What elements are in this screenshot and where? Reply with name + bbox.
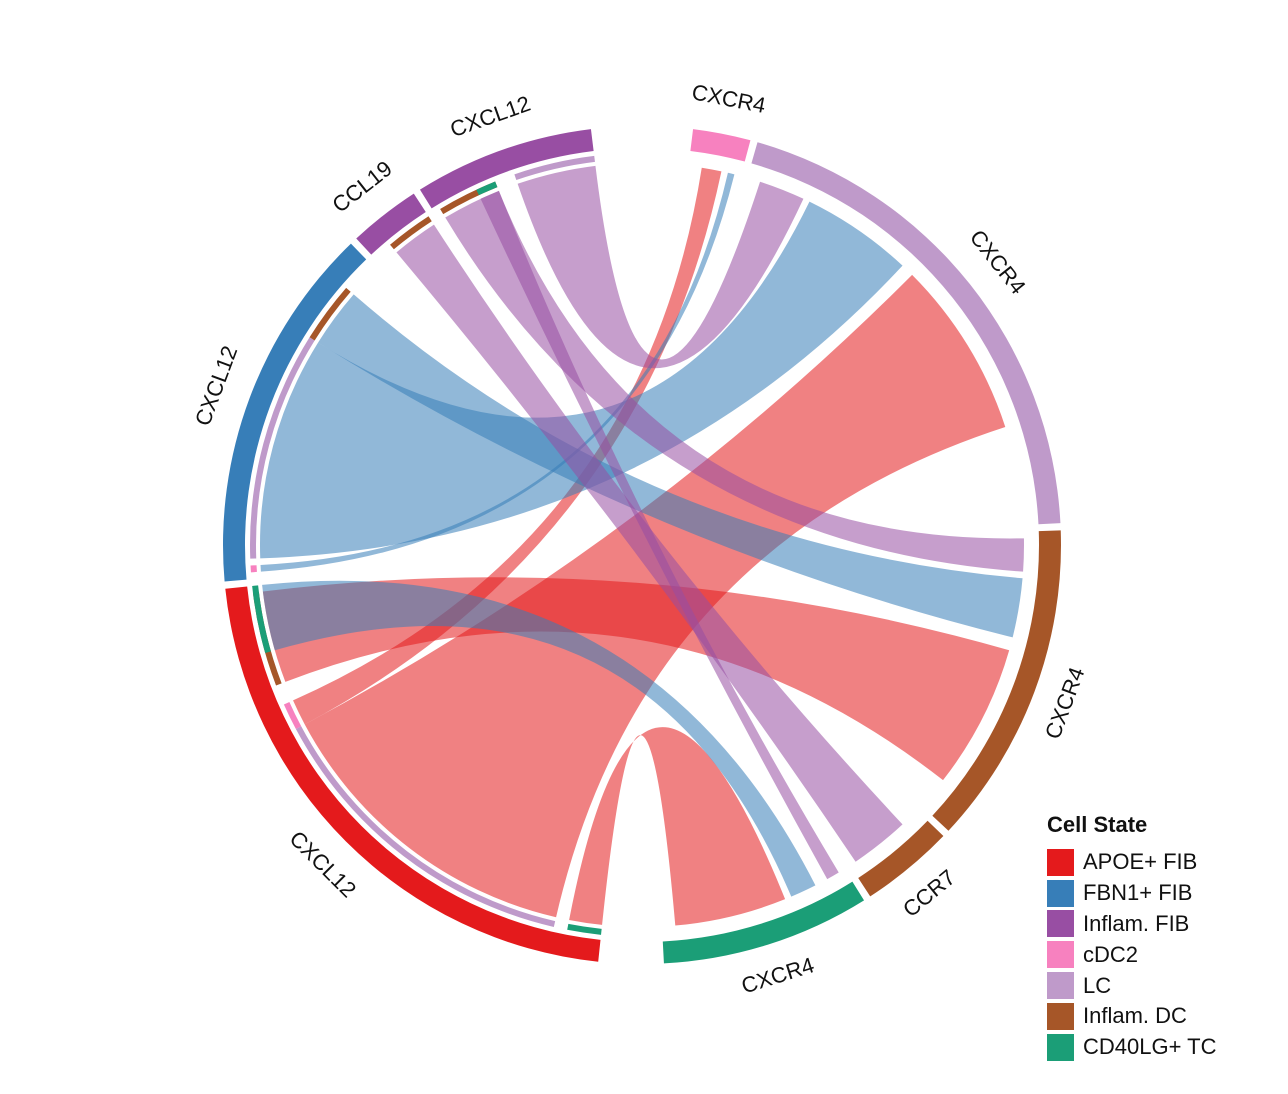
legend-swatch <box>1047 910 1074 938</box>
legend-label: Inflam. DC <box>1083 1003 1187 1029</box>
legend-swatch <box>1047 879 1074 907</box>
chord-link-4 <box>569 727 786 926</box>
legend-swatch <box>1047 848 1074 876</box>
legend-label: cDC2 <box>1083 941 1139 967</box>
legend-item: Inflam. FIB <box>1047 909 1216 940</box>
legend: Cell State APOE+ FIB FBN1+ FIB Inflam. F… <box>1047 812 1216 1063</box>
sector-arc-cdc2_cxcr4 <box>690 129 751 162</box>
legend-swatch <box>1047 1002 1074 1030</box>
sector-arc-inflamdc_cxcr4 <box>932 530 1061 831</box>
legend-label: CD40LG+ TC <box>1083 1034 1217 1060</box>
legend-item: FBN1+ FIB <box>1047 878 1216 909</box>
sector-label-inflamfib_cxcl12: CXCL12 <box>447 91 534 142</box>
sector-label-inflamdc_ccr7: CCR7 <box>898 865 960 922</box>
link-target-marker <box>250 337 315 559</box>
legend-item: LC <box>1047 970 1216 1001</box>
legend-swatch <box>1047 972 1074 1000</box>
link-target-marker <box>514 155 595 181</box>
link-target-marker <box>567 923 602 935</box>
sector-arc-cd40lg_cxcr4 <box>662 881 865 964</box>
legend-title: Cell State <box>1047 812 1148 837</box>
legend-item: cDC2 <box>1047 939 1216 970</box>
legend-label: FBN1+ FIB <box>1083 880 1193 906</box>
sector-arc-apoe_cxcl12 <box>225 586 601 962</box>
legend-item: CD40LG+ TC <box>1047 1032 1216 1063</box>
sector-label-fbn1_cxcl12: CXCL12 <box>190 342 243 429</box>
legend-label: APOE+ FIB <box>1083 849 1198 875</box>
link-target-marker <box>476 181 498 196</box>
chord-link-7 <box>318 294 1023 638</box>
link-target-marker <box>252 585 271 654</box>
sector-arc-inflamdc_ccr7 <box>858 820 944 897</box>
chord-link-12 <box>480 190 839 880</box>
sector-label-inflamfib_ccl19: CCL19 <box>327 156 396 218</box>
sector-arc-inflamfib_ccl19 <box>356 193 426 255</box>
chord-link-3 <box>262 577 1010 781</box>
link-target-marker <box>309 287 351 341</box>
legend-label: Inflam. FIB <box>1083 910 1190 936</box>
chord-link-8 <box>262 580 816 897</box>
chord-link-10 <box>517 165 804 369</box>
sector-arc-fbn1_cxcl12 <box>222 243 367 582</box>
sector-label-cdc2_cxcr4: CXCR4 <box>690 79 768 118</box>
legend-swatch <box>1047 941 1074 969</box>
link-target-marker <box>283 702 302 730</box>
chord-link-6 <box>259 201 903 559</box>
links-group <box>250 155 1024 935</box>
sector-label-cd40lg_cxcr4: CXCR4 <box>738 952 817 998</box>
legend-item: APOE+ FIB <box>1047 847 1216 878</box>
sector-label-inflamdc_cxcr4: CXCR4 <box>1040 664 1090 743</box>
legend-item: Inflam. DC <box>1047 1001 1216 1032</box>
sector-arc-inflamfib_cxcl12 <box>419 129 594 209</box>
legend-label: LC <box>1083 972 1112 998</box>
link-target-marker <box>250 565 257 573</box>
legend-swatch <box>1047 1033 1074 1061</box>
link-target-marker <box>390 216 432 250</box>
sector-label-lc_cxcr4: CXCR4 <box>965 225 1031 299</box>
sector-arc-lc_cxcr4 <box>751 142 1061 525</box>
